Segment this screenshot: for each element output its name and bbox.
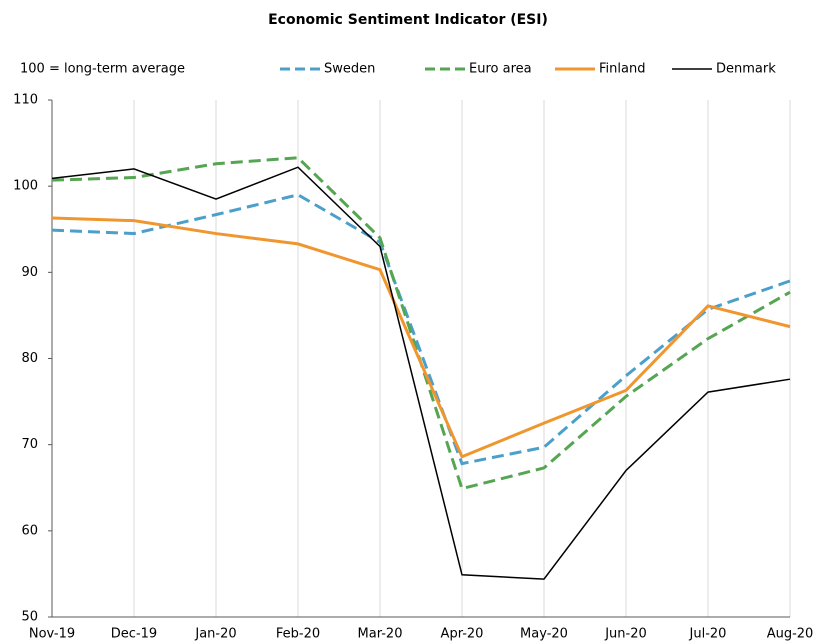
y-tick-label: 100 <box>13 179 38 194</box>
x-tick-label: Feb-20 <box>276 627 320 642</box>
x-tick-label: Jul-20 <box>689 627 727 642</box>
y-tick-label: 80 <box>21 351 38 366</box>
y-tick-label: 70 <box>21 437 38 452</box>
y-tick-label: 110 <box>13 93 38 108</box>
annotation: 100 = long-term average <box>20 62 185 77</box>
x-tick-label: May-20 <box>520 627 568 642</box>
series-line <box>51 166 791 580</box>
x-tick-label: Nov-19 <box>29 627 75 642</box>
series-line <box>51 193 791 466</box>
x-tick-label: Jan-20 <box>194 627 236 642</box>
x-tick-label: Jun-20 <box>604 627 647 642</box>
y-tick-label: 60 <box>21 523 38 538</box>
x-tick-label: Dec-19 <box>111 627 157 642</box>
legend-label: Sweden <box>324 62 375 77</box>
x-tick-label: Apr-20 <box>441 627 484 642</box>
x-tick-label: Mar-20 <box>358 627 403 642</box>
series-line <box>51 216 791 459</box>
y-tick-label: 50 <box>21 610 38 625</box>
chart-title: Economic Sentiment Indicator (ESI) <box>268 12 548 28</box>
x-tick-label: Aug-20 <box>767 627 814 642</box>
series-line <box>51 156 791 491</box>
y-tick-label: 90 <box>21 265 38 280</box>
legend-label: Finland <box>599 62 645 77</box>
legend-label: Denmark <box>716 62 776 77</box>
legend-label: Euro area <box>469 62 532 77</box>
